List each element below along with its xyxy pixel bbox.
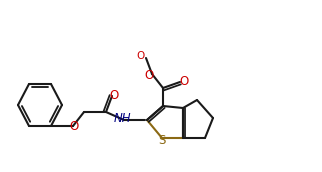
Text: O: O: [69, 121, 79, 133]
Text: O: O: [109, 89, 118, 101]
Text: O: O: [137, 51, 145, 61]
Text: NH: NH: [114, 112, 132, 126]
Text: S: S: [158, 133, 166, 147]
Text: O: O: [144, 68, 154, 82]
Text: O: O: [179, 74, 189, 88]
